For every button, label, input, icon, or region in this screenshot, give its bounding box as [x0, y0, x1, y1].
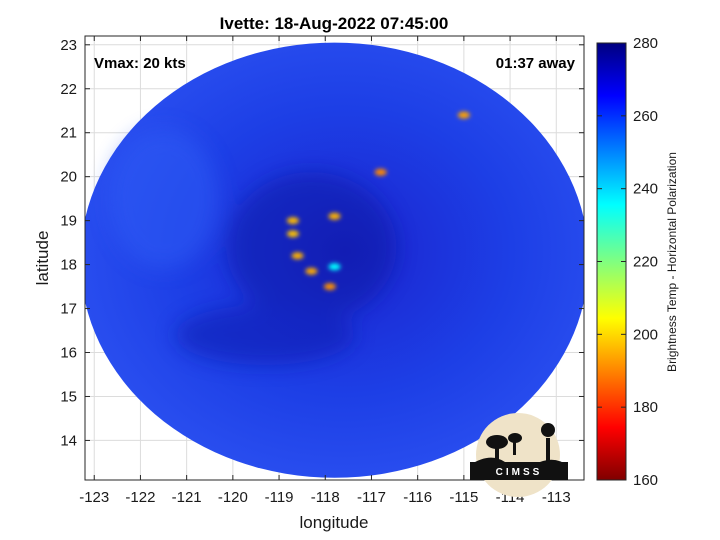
colorbar-tick-label: 220	[633, 254, 658, 271]
swath-image	[85, 42, 584, 478]
x-axis-label: longitude	[299, 513, 368, 532]
x-tick-label: -123	[79, 489, 109, 506]
convective-cell	[286, 217, 299, 225]
x-tick-label: -120	[218, 489, 248, 506]
y-tick-label: 20	[60, 169, 77, 186]
convective-cell	[328, 263, 341, 271]
colorbar-tick-label: 160	[633, 472, 658, 489]
rain-band	[108, 128, 219, 269]
x-axis: -123 -122 -121 -120 -119 -118 -117 -116 -115 -114…	[79, 36, 571, 506]
y-tick-label: 23	[60, 37, 77, 54]
x-tick-label: -117	[357, 489, 386, 506]
y-tick-label: 19	[60, 213, 77, 230]
y-tick-label: 21	[60, 125, 77, 142]
colorbar-ticks: 160 180 200 220 240 260 280	[597, 35, 658, 489]
colorbar-tick-label: 200	[633, 326, 658, 343]
convective-cell	[328, 212, 341, 220]
colorbar-tick-label: 240	[633, 181, 658, 198]
convective-cell	[457, 111, 470, 119]
chart-title: Ivette: 18-Aug-2022 07:45:00	[220, 14, 449, 33]
x-tick-label: -119	[265, 489, 294, 506]
y-axis-label: latitude	[33, 231, 52, 286]
y-axis: 14 15 16 17 18 19 20 21 22 23	[60, 37, 584, 449]
x-tick-label: -118	[311, 489, 340, 506]
time-away-label: 01:37 away	[496, 55, 576, 72]
y-tick-label: 15	[60, 388, 77, 405]
colorbar-label: Brightness Temp - Horizontal Polarizatio…	[665, 152, 679, 372]
convective-cell	[286, 230, 299, 238]
rain-band	[175, 304, 356, 365]
convective-cell	[374, 168, 387, 176]
y-tick-label: 16	[60, 345, 77, 362]
y-tick-label: 17	[60, 301, 77, 318]
convective-cell	[291, 252, 304, 260]
x-tick-label: -116	[403, 489, 432, 506]
logo-text: CIMSS	[496, 467, 543, 478]
rain-band	[226, 172, 397, 323]
y-tick-label: 22	[60, 81, 77, 98]
vmax-label: Vmax: 20 kts	[94, 55, 186, 72]
x-tick-label: -115	[449, 489, 478, 506]
y-tick-label: 18	[60, 257, 77, 274]
axes-box	[84, 35, 585, 481]
y-tick-label: 14	[60, 432, 77, 449]
x-tick-label: -113	[542, 489, 571, 506]
colorbar-tick-label: 180	[633, 399, 658, 416]
convective-cell	[305, 267, 318, 275]
colorbar-tick-label: 280	[633, 35, 658, 52]
colorbar-tick-label: 260	[633, 108, 658, 125]
x-tick-label: -121	[172, 489, 202, 506]
cimss-logo: CIMSS	[470, 413, 568, 497]
convective-cell	[323, 283, 336, 291]
x-tick-label: -122	[125, 489, 155, 506]
